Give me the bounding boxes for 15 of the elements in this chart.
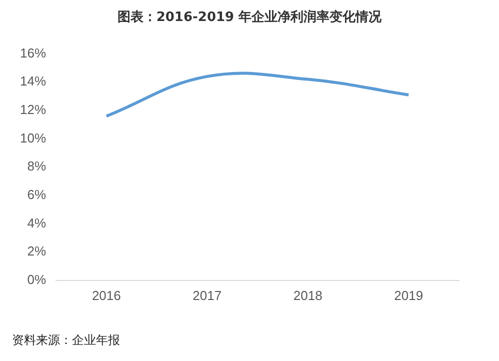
y-tick-label: 4% [27, 215, 46, 230]
y-tick-label: 14% [20, 74, 46, 89]
text: 资料来源：企业年报 [12, 332, 120, 349]
x-tick-label: 2016 [92, 288, 121, 303]
y-tick-label: 10% [20, 130, 46, 146]
y-tick-label: 6% [27, 187, 46, 202]
x-tick-label: 2017 [192, 288, 222, 303]
x-tick-label: 2018 [293, 288, 322, 303]
y-tick-label: 2% [27, 244, 46, 259]
x-tick-label: 2019 [394, 288, 424, 303]
y-tick-label: 16% [20, 45, 46, 60]
chart-title: 图表：2016-2019 年企业净利润率变化情况 [116, 8, 383, 26]
y-tick-label: 12% [20, 102, 46, 118]
y-tick-label: 0% [27, 272, 46, 287]
y-tick-label: 8% [27, 158, 46, 174]
